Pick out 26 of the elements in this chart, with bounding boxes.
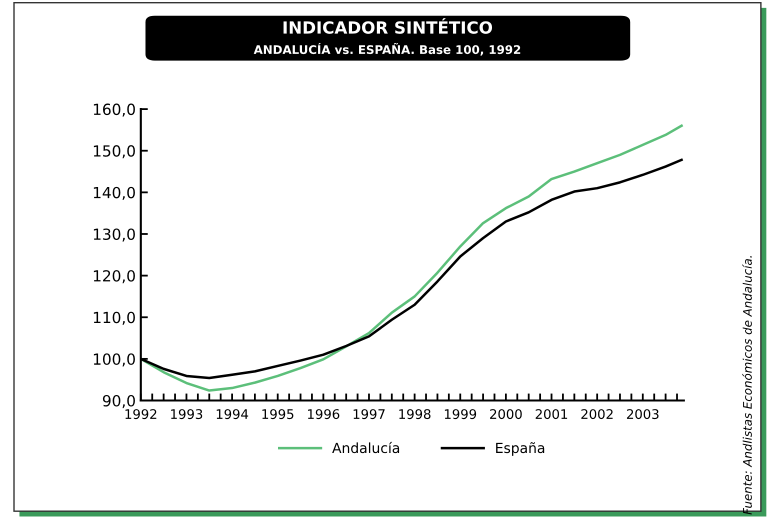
legend-label: Andalucía bbox=[332, 442, 400, 454]
chart-subtitle: ANDALUCÍA vs. ESPAÑA. Base 100, 1992 bbox=[254, 42, 520, 56]
source-note: Fuente: Andlistas Económicos de Andalucía. bbox=[742, 256, 752, 515]
x-tick-label: 2001 bbox=[536, 409, 568, 420]
y-tick-label: 140,0 bbox=[94, 186, 135, 200]
x-tick-label: 1997 bbox=[354, 409, 385, 420]
x-tick-label: 1992 bbox=[125, 409, 156, 420]
x-tick-label: 1996 bbox=[308, 409, 340, 420]
x-tick-label: 1998 bbox=[399, 409, 431, 420]
x-tick-label: 1995 bbox=[262, 409, 294, 420]
y-tick-label: 110,0 bbox=[94, 312, 135, 325]
legend-label: España bbox=[496, 442, 544, 456]
y-tick-label: 130,0 bbox=[94, 228, 135, 242]
x-tick-label: 2000 bbox=[490, 409, 522, 420]
line-series bbox=[140, 124, 683, 392]
y-tick-label: 150,0 bbox=[94, 145, 135, 158]
x-tick-label: 1999 bbox=[444, 409, 476, 420]
x-tick-label: 1994 bbox=[216, 409, 248, 420]
x-tick-label: 1993 bbox=[171, 409, 202, 420]
y-tick-label: 90,0 bbox=[102, 394, 135, 408]
y-tick-label: 100,0 bbox=[94, 353, 135, 366]
x-tick-label: 2002 bbox=[581, 409, 613, 420]
y-tick-label: 160,0 bbox=[94, 104, 135, 117]
y-tick-label: 120,0 bbox=[94, 270, 135, 284]
x-tick-label: 2003 bbox=[626, 409, 659, 420]
chart-title: INDICADOR SINTÉTICO bbox=[284, 18, 492, 34]
